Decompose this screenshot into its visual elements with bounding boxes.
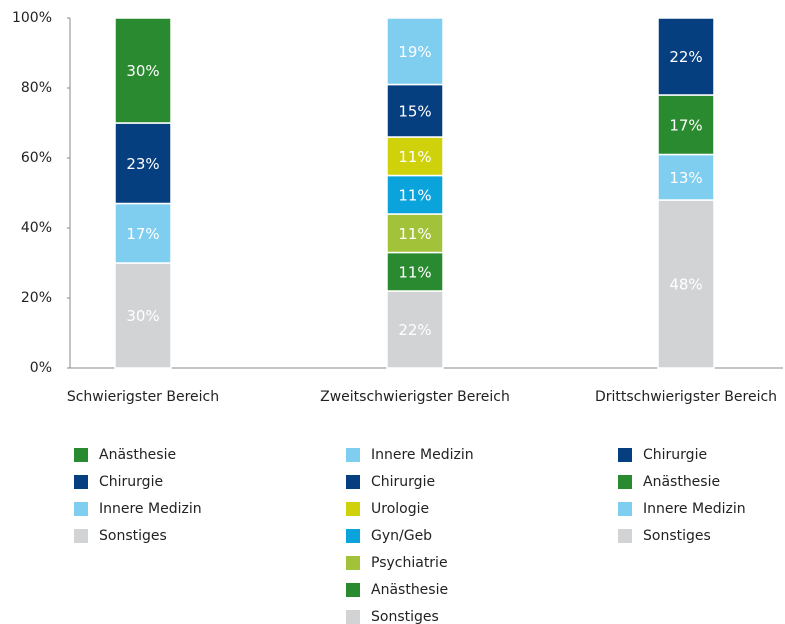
segment-label: 30% <box>126 62 159 80</box>
segment-label: 13% <box>669 169 702 187</box>
bar-segment <box>114 17 172 124</box>
segment-label: 23% <box>126 155 159 173</box>
bar-segment <box>386 136 444 177</box>
y-tick-label: 80% <box>21 80 52 96</box>
y-tick-label: 20% <box>21 290 52 306</box>
segment-label: 11% <box>398 263 431 281</box>
legend-swatch <box>74 502 88 516</box>
bar-segment <box>657 199 715 369</box>
segment-label: 22% <box>398 321 431 339</box>
legend-swatch <box>346 610 360 624</box>
bar-segment <box>114 262 172 369</box>
segment-label: 15% <box>398 102 431 120</box>
x-tick-label: Schwierigster Bereich <box>67 389 219 405</box>
bar-segment <box>657 17 715 96</box>
bar-segment <box>386 174 444 215</box>
legend-label: Chirurgie <box>371 474 435 490</box>
segment-label: 22% <box>669 48 702 66</box>
legend-swatch <box>618 475 632 489</box>
segment-label: 11% <box>398 186 431 204</box>
segment-label: 17% <box>669 116 702 134</box>
bar-segment <box>114 202 172 264</box>
segment-label: 30% <box>126 307 159 325</box>
segment-label: 48% <box>669 276 702 294</box>
y-tick-label: 40% <box>21 220 52 236</box>
x-tick-label: Drittschwierigster Bereich <box>595 389 777 405</box>
segment-label: 11% <box>398 225 431 243</box>
legend-swatch <box>346 448 360 462</box>
y-tick-label: 60% <box>21 150 52 166</box>
legend-swatch <box>346 475 360 489</box>
legend-swatch <box>618 502 632 516</box>
legend-label: Sonstiges <box>371 609 439 624</box>
legend-label: Sonstiges <box>643 528 711 544</box>
legend-swatch <box>346 502 360 516</box>
y-tick-label: 100% <box>12 10 52 26</box>
legend-swatch <box>346 556 360 570</box>
legend-label: Innere Medizin <box>371 447 474 463</box>
bar-segment <box>386 83 444 138</box>
legend-label: Innere Medizin <box>643 501 746 517</box>
legend-label: Chirurgie <box>99 474 163 490</box>
legend-label: Innere Medizin <box>99 501 202 517</box>
legend-label: Psychiatrie <box>371 555 448 571</box>
legend-label: Chirurgie <box>643 447 707 463</box>
x-tick-label: Zweitschwierigster Bereich <box>320 389 510 405</box>
legend-swatch <box>346 583 360 597</box>
segment-label: 19% <box>398 43 431 61</box>
bar-segment <box>386 290 444 369</box>
legend-label: Gyn/Geb <box>371 528 432 544</box>
legend-swatch <box>618 448 632 462</box>
legend-swatch <box>618 529 632 543</box>
segment-label: 17% <box>126 225 159 243</box>
legend-label: Anästhesie <box>99 447 176 463</box>
legend-swatch <box>74 448 88 462</box>
legend-swatch <box>346 529 360 543</box>
segment-label: 11% <box>398 148 431 166</box>
bar-segment <box>386 17 444 86</box>
bar-segment <box>114 122 172 205</box>
legend-label: Sonstiges <box>99 528 167 544</box>
bar-segment <box>657 153 715 201</box>
legend-label: Anästhesie <box>371 582 448 598</box>
legend-swatch <box>74 529 88 543</box>
legend-swatch <box>74 475 88 489</box>
legend-label: Urologie <box>371 501 429 517</box>
y-tick-label: 0% <box>30 360 52 376</box>
legend-label: Anästhesie <box>643 474 720 490</box>
